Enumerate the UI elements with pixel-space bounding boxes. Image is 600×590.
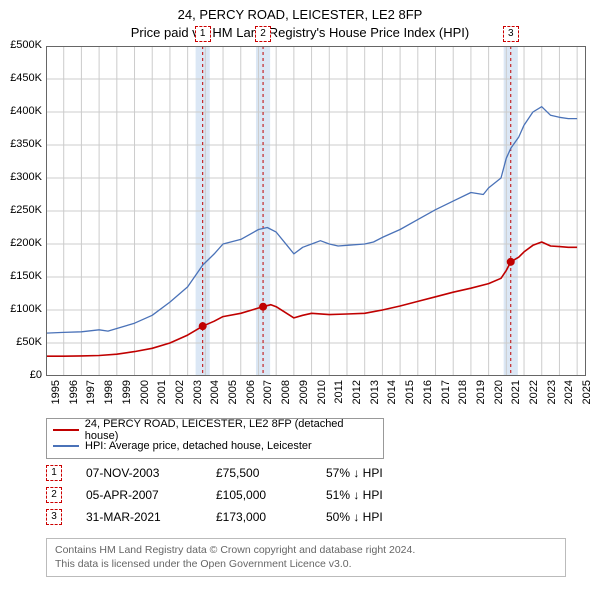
x-tick-label: 2009 bbox=[298, 380, 310, 410]
x-tick-label: 2003 bbox=[192, 380, 204, 410]
x-tick-label: 2019 bbox=[475, 380, 487, 410]
sale-row-diff: 57% ↓ HPI bbox=[326, 466, 436, 480]
x-tick-label: 2022 bbox=[528, 380, 540, 410]
x-tick-label: 2023 bbox=[546, 380, 558, 410]
sale-marker: 2 bbox=[255, 26, 271, 42]
x-tick-label: 2016 bbox=[422, 380, 434, 410]
x-tick-label: 2010 bbox=[316, 380, 328, 410]
legend-row: 24, PERCY ROAD, LEICESTER, LE2 8FP (deta… bbox=[53, 422, 377, 438]
sale-row-date: 31-MAR-2021 bbox=[86, 510, 216, 524]
footer-attribution: Contains HM Land Registry data © Crown c… bbox=[46, 538, 566, 577]
x-tick-label: 2014 bbox=[386, 380, 398, 410]
chart-svg bbox=[46, 46, 586, 376]
x-tick-label: 2000 bbox=[139, 380, 151, 410]
sale-row-marker: 2 bbox=[46, 487, 62, 503]
y-tick-label: £250K bbox=[0, 204, 42, 216]
y-tick-label: £500K bbox=[0, 39, 42, 51]
x-tick-label: 2004 bbox=[209, 380, 221, 410]
legend-swatch bbox=[53, 445, 79, 447]
x-tick-label: 2012 bbox=[351, 380, 363, 410]
x-tick-label: 2002 bbox=[174, 380, 186, 410]
sale-row: 2 05-APR-2007£105,00051% ↓ HPI bbox=[46, 484, 436, 506]
x-tick-label: 1996 bbox=[68, 380, 80, 410]
y-tick-label: £200K bbox=[0, 237, 42, 249]
y-tick-label: £150K bbox=[0, 270, 42, 282]
x-tick-label: 1995 bbox=[50, 380, 62, 410]
sale-row: 3 31-MAR-2021£173,00050% ↓ HPI bbox=[46, 506, 436, 528]
legend-label: HPI: Average price, detached house, Leic… bbox=[85, 440, 312, 452]
x-tick-label: 2001 bbox=[156, 380, 168, 410]
x-tick-label: 2015 bbox=[404, 380, 416, 410]
sale-row-diff: 51% ↓ HPI bbox=[326, 488, 436, 502]
legend: 24, PERCY ROAD, LEICESTER, LE2 8FP (deta… bbox=[46, 418, 384, 459]
legend-swatch bbox=[53, 429, 79, 431]
sale-row: 1 07-NOV-2003£75,50057% ↓ HPI bbox=[46, 462, 436, 484]
y-tick-label: £100K bbox=[0, 303, 42, 315]
y-tick-label: £0 bbox=[0, 369, 42, 381]
sale-row-price: £173,000 bbox=[216, 510, 326, 524]
sale-row-marker: 1 bbox=[46, 465, 62, 481]
sale-row-price: £75,500 bbox=[216, 466, 326, 480]
title-address: 24, PERCY ROAD, LEICESTER, LE2 8FP bbox=[0, 6, 600, 24]
sale-marker: 1 bbox=[195, 26, 211, 42]
x-tick-label: 2005 bbox=[227, 380, 239, 410]
y-tick-label: £300K bbox=[0, 171, 42, 183]
footer-line2: This data is licensed under the Open Gov… bbox=[55, 557, 557, 571]
x-tick-label: 1999 bbox=[121, 380, 133, 410]
sale-row-marker: 3 bbox=[46, 509, 62, 525]
sales-table: 1 07-NOV-2003£75,50057% ↓ HPI 2 05-APR-2007… bbox=[46, 462, 436, 528]
x-tick-label: 2013 bbox=[369, 380, 381, 410]
x-tick-label: 2008 bbox=[280, 380, 292, 410]
sale-row-date: 07-NOV-2003 bbox=[86, 466, 216, 480]
x-tick-label: 1998 bbox=[103, 380, 115, 410]
x-tick-label: 1997 bbox=[85, 380, 97, 410]
chart-container: 24, PERCY ROAD, LEICESTER, LE2 8FP Price… bbox=[0, 0, 600, 590]
x-tick-label: 2020 bbox=[493, 380, 505, 410]
y-tick-label: £450K bbox=[0, 72, 42, 84]
x-tick-label: 2025 bbox=[581, 380, 593, 410]
x-tick-label: 2011 bbox=[333, 380, 345, 410]
legend-label: 24, PERCY ROAD, LEICESTER, LE2 8FP (deta… bbox=[85, 418, 377, 442]
y-tick-label: £400K bbox=[0, 105, 42, 117]
sale-marker: 3 bbox=[503, 26, 519, 42]
x-tick-label: 2007 bbox=[262, 380, 274, 410]
chart-area: 123 £0£50K£100K£150K£200K£250K£300K£350K… bbox=[46, 46, 586, 376]
y-tick-label: £350K bbox=[0, 138, 42, 150]
sale-row-date: 05-APR-2007 bbox=[86, 488, 216, 502]
y-tick-label: £50K bbox=[0, 336, 42, 348]
sale-row-diff: 50% ↓ HPI bbox=[326, 510, 436, 524]
x-tick-label: 2021 bbox=[510, 380, 522, 410]
x-tick-label: 2024 bbox=[563, 380, 575, 410]
x-tick-label: 2017 bbox=[440, 380, 452, 410]
footer-line1: Contains HM Land Registry data © Crown c… bbox=[55, 543, 557, 557]
x-tick-label: 2006 bbox=[245, 380, 257, 410]
x-tick-label: 2018 bbox=[457, 380, 469, 410]
sale-row-price: £105,000 bbox=[216, 488, 326, 502]
